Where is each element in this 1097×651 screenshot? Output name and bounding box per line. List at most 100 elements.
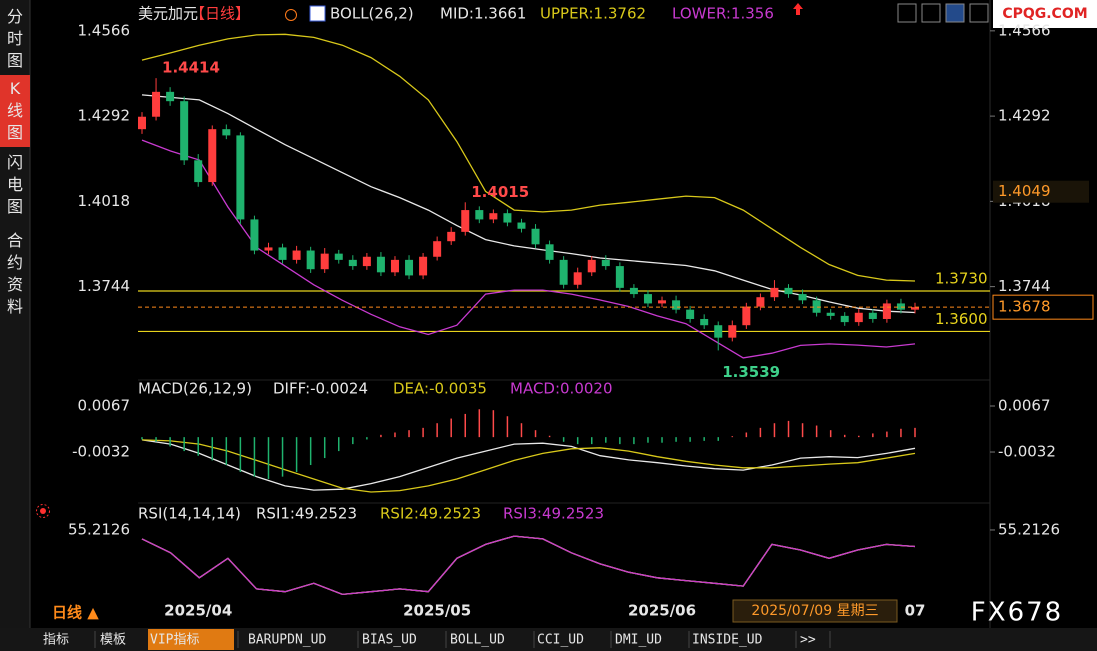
candle-body: [840, 315, 849, 323]
candle-body: [405, 259, 414, 276]
candle-body: [587, 259, 596, 273]
legend-macd: MACD:0.0020: [510, 380, 613, 398]
legend-diff: DIFF:-0.0024: [273, 380, 368, 398]
add-icon[interactable]: [285, 9, 297, 21]
indicator-line: [141, 439, 916, 493]
y-tick-label: -0.0032: [998, 443, 1056, 461]
toolbar-item[interactable]: 指标: [43, 633, 69, 648]
x-tick-label: 2025/06: [628, 602, 696, 620]
candle-body: [320, 253, 329, 270]
tool-icon[interactable]: [945, 3, 965, 23]
candle-body: [658, 300, 667, 304]
sidebar-tab-bg: [0, 75, 30, 147]
candle-body: [770, 287, 779, 298]
low-label: 1.3539: [722, 363, 780, 381]
tool-icon[interactable]: [897, 3, 917, 23]
indicator-icon[interactable]: [309, 5, 326, 22]
crosshair-box: [732, 599, 898, 623]
candle-body: [700, 318, 709, 326]
period[interactable]: 【日线】: [190, 5, 250, 23]
rsi-title: RSI(14,14,14): [138, 505, 241, 523]
toolbar-item[interactable]: INSIDE_UD: [692, 633, 763, 648]
x-tick-label: 2025/05: [403, 602, 471, 620]
candle-body: [264, 247, 273, 251]
sidebar-tab[interactable]: 分时图: [7, 7, 23, 70]
marker-label: 1.4049: [998, 182, 1051, 200]
tool-icon[interactable]: [969, 3, 989, 23]
period-switch[interactable]: 日线 ▲: [52, 604, 99, 622]
candle-body: [278, 247, 287, 260]
candle-body: [686, 309, 695, 319]
candle-body: [390, 259, 399, 273]
candle-body: [896, 303, 905, 310]
candle-body: [714, 325, 723, 338]
toolbar-item[interactable]: VIP指标: [150, 633, 199, 648]
y-tick-label: 55.2126: [998, 520, 1060, 538]
arrow-icon: [793, 3, 803, 15]
candle-body: [475, 210, 484, 220]
watermark-site: CPQG.COM: [1002, 6, 1087, 22]
candle-body: [854, 312, 863, 323]
candle-body: [348, 259, 357, 267]
candle-body: [559, 259, 568, 285]
toolbar-item[interactable]: BIAS_UD: [362, 633, 417, 648]
candle-body: [868, 312, 877, 319]
indicator-name: BOLL(26,2): [330, 5, 414, 23]
y-tick-label: 55.2126: [68, 520, 130, 538]
toolbar-item[interactable]: BARUPDN_UD: [248, 633, 326, 648]
candle-body: [629, 287, 638, 295]
y-tick-label: 1.4292: [998, 107, 1051, 125]
symbol: 美元加元: [138, 5, 198, 23]
y-tick-label: 1.4566: [998, 21, 1051, 39]
settings-icon[interactable]: [40, 508, 46, 514]
toolbar-active: [148, 629, 234, 650]
legend-rsi3: RSI3:49.2523: [503, 505, 604, 523]
last-price-box: [992, 294, 1094, 320]
sidebar-tab[interactable]: 合约资料: [7, 231, 23, 316]
candle-body: [503, 213, 512, 223]
candle-body: [236, 135, 245, 220]
tool-icon[interactable]: [921, 3, 941, 23]
candle-body: [250, 219, 259, 251]
candle-body: [334, 253, 343, 260]
legend-rsi2: RSI2:49.2523: [380, 505, 481, 523]
legend-upper: UPPER:1.3762: [540, 5, 646, 23]
sidebar-tab[interactable]: 闪电图: [7, 153, 23, 216]
candle-body: [784, 287, 793, 295]
candle-body: [461, 210, 470, 232]
sidebar-tab[interactable]: K 线图: [7, 79, 23, 142]
candle-body: [911, 307, 919, 310]
candle-body: [643, 294, 652, 304]
candle-body: [152, 91, 161, 117]
toolbar-item[interactable]: DMI_UD: [615, 633, 662, 648]
legend-lower: LOWER:1.356: [672, 5, 774, 23]
legend-rsi1: RSI1:49.2523: [256, 505, 357, 523]
toolbar-item[interactable]: 模板: [100, 633, 126, 648]
high-label: 1.4015: [471, 183, 529, 201]
candle-body: [447, 231, 456, 242]
candle-body: [615, 266, 624, 288]
toolbar: [0, 628, 1097, 651]
candle-body: [672, 300, 681, 310]
toolbar-item[interactable]: CCI_UD: [537, 633, 584, 648]
candle-body: [531, 228, 540, 245]
candle-body: [208, 129, 217, 183]
watermark-box: [993, 0, 1097, 28]
toolbar-item[interactable]: >>: [800, 633, 816, 648]
settings-icon[interactable]: [36, 504, 50, 518]
candle-body: [742, 306, 751, 326]
indicator-line: [141, 33, 916, 282]
indicator-line: [141, 439, 916, 491]
candle-body: [489, 213, 498, 220]
x-tick-label: 07: [905, 602, 926, 620]
y-tick-label: -0.0032: [72, 443, 130, 461]
high-label: 1.4414: [162, 59, 220, 77]
toolbar-item[interactable]: BOLL_UD: [450, 633, 505, 648]
candle-body: [798, 294, 807, 301]
legend-mid: MID:1.3661: [440, 5, 526, 23]
y-tick-label: 1.3744: [78, 277, 131, 295]
candle-body: [517, 222, 526, 229]
